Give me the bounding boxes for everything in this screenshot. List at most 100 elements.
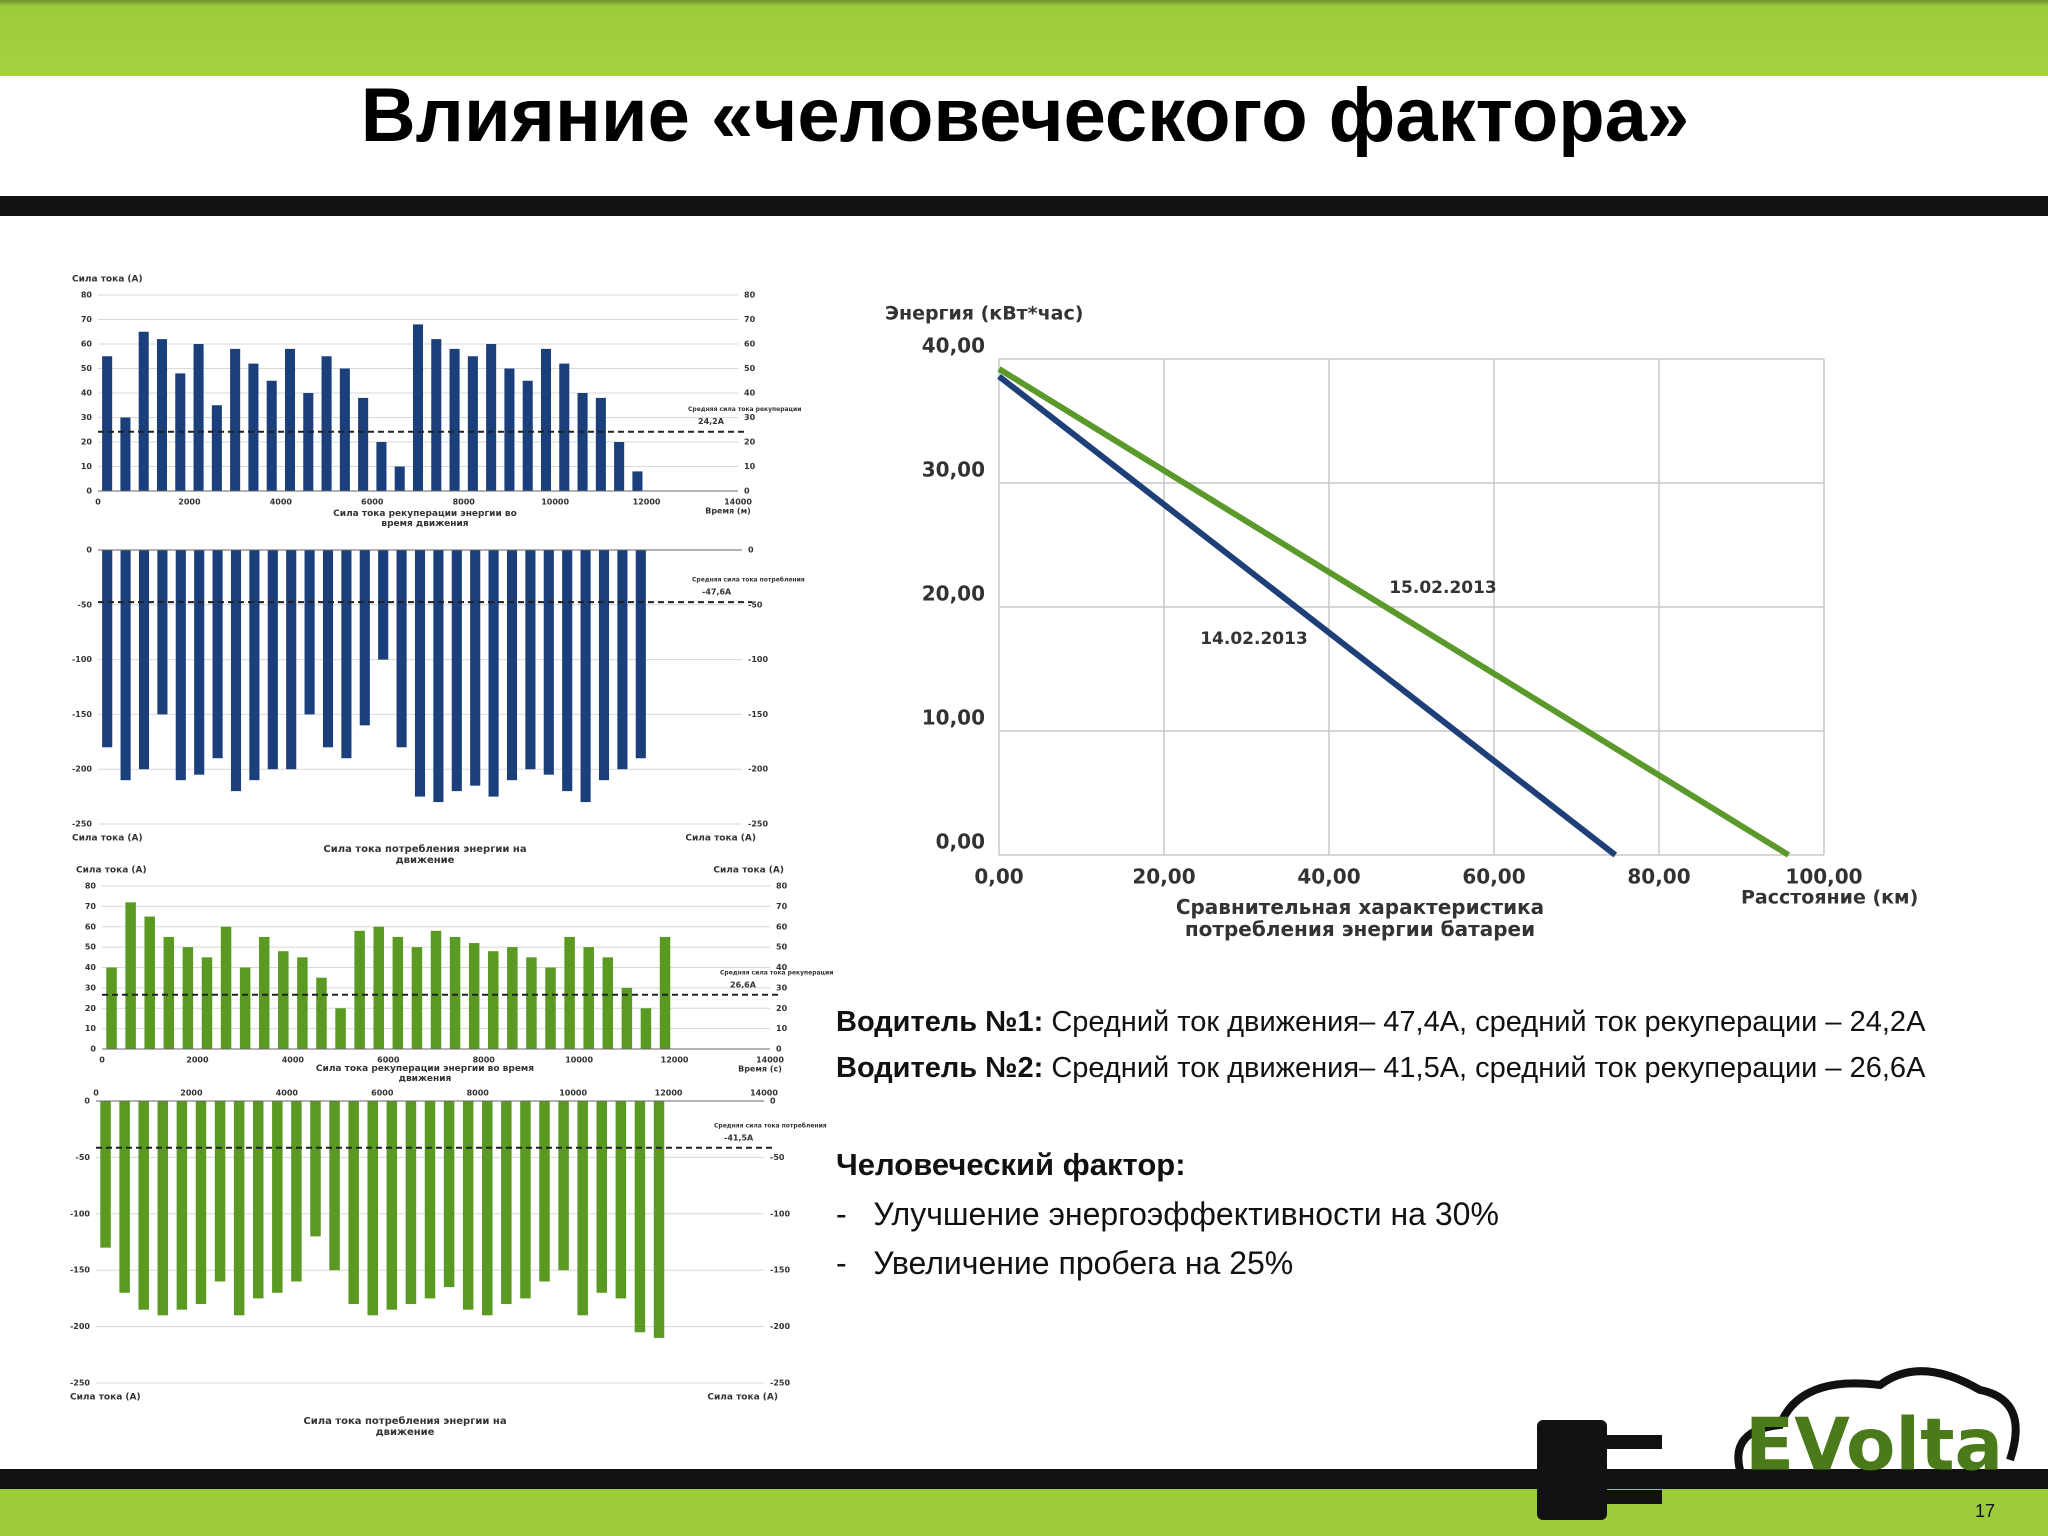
x-tick-label: 8000	[473, 1056, 496, 1065]
bar	[595, 397, 606, 491]
y-tick-label-right: 20	[776, 1004, 788, 1013]
x-tick-label: 2000	[178, 498, 201, 507]
y-tick-label-right: 20	[744, 438, 756, 447]
bar	[392, 936, 404, 1049]
y-tick-label-right: 70	[744, 315, 756, 324]
y-tick-label: 10	[85, 1024, 97, 1033]
top-band	[0, 0, 2048, 76]
y-tick-label: -100	[70, 1209, 90, 1218]
average-label: -47,6A	[702, 588, 732, 597]
c3-x-title: Сила тока рекуперации энергии во время д…	[315, 1064, 535, 1084]
y-tick-label: -250	[72, 820, 92, 829]
bottom-rule	[0, 1469, 2048, 1489]
bar	[501, 1101, 512, 1305]
y-tick-label-right: 40	[744, 389, 756, 398]
y-tick-label-right: 10	[744, 462, 756, 471]
y-tick-label-right: 70	[776, 902, 788, 911]
bar	[266, 380, 277, 491]
y-tick-label: 10,00	[922, 706, 985, 730]
bar	[614, 442, 625, 491]
bar	[304, 550, 315, 715]
average-label: 24,2A	[698, 417, 725, 426]
driver-2-text: Средний ток движения– 41,5А, средний ток…	[1051, 1052, 1926, 1084]
bar	[120, 417, 131, 491]
bar	[303, 393, 314, 491]
series-label: 14.02.2013	[1200, 629, 1308, 649]
bar	[394, 466, 405, 491]
y-tick-label: -250	[70, 1379, 90, 1388]
bar	[348, 1101, 359, 1305]
y-tick-label: 40,00	[922, 334, 985, 358]
bar	[640, 1008, 652, 1049]
bar	[577, 393, 588, 491]
bar	[286, 550, 297, 770]
series-label: 15.02.2013	[1389, 578, 1497, 598]
bar	[212, 550, 223, 759]
y-tick-label-right: -150	[748, 710, 768, 719]
y-tick-label: -100	[72, 655, 92, 664]
y-axis-title: Сила тока (A)	[72, 834, 143, 844]
y-tick-label: 70	[81, 315, 93, 324]
y-tick-label: 10	[81, 462, 93, 471]
conclusion-heading: Человеческий фактор:	[836, 1147, 1186, 1182]
average-title: Средняя сила тока рекуперации	[688, 406, 801, 413]
bar	[248, 363, 259, 491]
page-number: 17	[1975, 1501, 1995, 1521]
bar	[617, 550, 628, 770]
y-tick-label: 0	[90, 1045, 96, 1054]
c2-x-title: Сила тока потребления энергии на движени…	[323, 844, 527, 866]
y-tick-label-right: -250	[748, 820, 768, 829]
bar	[451, 550, 462, 792]
y-axis-title: Сила тока (A)	[76, 866, 147, 876]
y-tick-label: 60	[81, 340, 93, 349]
driver-1: Водитель №1: Средний ток движения– 47,4А…	[836, 1006, 1925, 1039]
y-tick-label: -200	[72, 765, 92, 774]
bar	[102, 550, 113, 748]
bar	[100, 1101, 111, 1248]
bar	[486, 344, 497, 491]
bar	[310, 1101, 321, 1237]
bar	[176, 1101, 188, 1310]
y-tick-label-right: 0	[748, 546, 754, 555]
y-tick-label: 20	[81, 438, 93, 447]
y-tick-label: 70	[85, 902, 97, 911]
average-title: Средняя сила тока потребления	[714, 1122, 827, 1129]
bar	[175, 550, 186, 781]
y-tick-label: 30,00	[922, 458, 985, 482]
x-tick-label: 12000	[661, 1056, 689, 1065]
average-title: Средняя сила тока потребления	[692, 577, 805, 584]
series-line	[997, 373, 1618, 858]
bar	[462, 1101, 474, 1310]
y-tick-label-right: 10	[776, 1024, 788, 1033]
bar	[558, 1101, 569, 1271]
bar	[615, 1101, 627, 1299]
y-tick-label-right: -50	[748, 600, 763, 609]
bar	[230, 348, 241, 491]
x-tick-label: 14000	[724, 498, 752, 507]
bar	[504, 368, 515, 491]
x-tick-label: 14000	[750, 1089, 778, 1098]
bar	[239, 967, 251, 1049]
y-tick-label: 50	[81, 364, 93, 373]
y-axis-title-right: Сила тока (A)	[713, 866, 784, 876]
bar	[358, 397, 369, 491]
y-tick-label: -150	[70, 1266, 90, 1275]
y-tick-label-right: 40	[776, 963, 788, 972]
y-tick-label-right: 60	[776, 922, 788, 931]
bar	[157, 1101, 169, 1316]
bar	[321, 356, 332, 491]
x-axis-unit: Расстояние (км)	[1741, 887, 1918, 909]
x-axis-unit: Время (c)	[738, 1065, 782, 1074]
bar	[322, 550, 334, 748]
bar	[272, 1101, 283, 1293]
bar	[470, 550, 481, 786]
bar	[157, 550, 168, 715]
bar	[233, 1101, 245, 1316]
y-tick-label-right: -100	[770, 1209, 790, 1218]
x-tick-label: 2000	[180, 1089, 203, 1098]
y-tick-label: 20,00	[922, 582, 985, 606]
slide-title: Влияние «человеческого фактора»	[361, 73, 1689, 158]
bar	[386, 1101, 398, 1310]
y-tick-label: 0	[86, 546, 92, 555]
